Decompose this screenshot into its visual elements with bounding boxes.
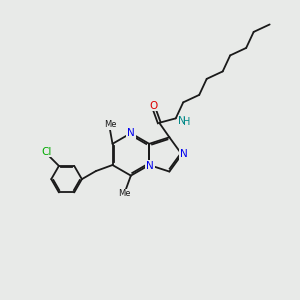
Text: N: N [127, 128, 135, 138]
Text: H: H [183, 118, 190, 128]
Text: N: N [146, 160, 154, 171]
Text: N: N [178, 116, 186, 126]
Text: Me: Me [104, 120, 116, 129]
Text: Cl: Cl [42, 146, 52, 157]
Text: O: O [150, 100, 158, 110]
Text: N: N [180, 149, 188, 159]
Text: Me: Me [118, 189, 130, 198]
